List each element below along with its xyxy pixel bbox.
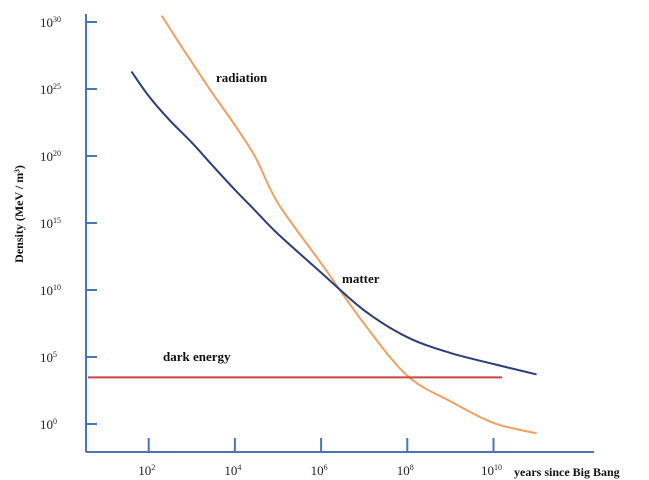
y-tick-label: 1030 — [40, 15, 61, 30]
y-tick-label: 1020 — [40, 149, 61, 164]
y-tick-label: 1025 — [40, 82, 61, 97]
series-layer — [88, 15, 537, 435]
y-tick-label: 105 — [40, 350, 57, 365]
series-radiation-line — [160, 15, 537, 435]
annotation-dark-energy: dark energy — [163, 349, 231, 364]
y-tick-label: 1015 — [40, 216, 61, 231]
y-tick-label: 100 — [40, 417, 57, 432]
x-tick-label: 102 — [138, 463, 155, 478]
x-axis-title: years since Big Bang — [514, 465, 620, 479]
annotation-radiation: radiation — [216, 70, 268, 85]
x-tick-label: 106 — [311, 463, 328, 478]
annotation-matter: matter — [342, 271, 380, 286]
y-ticks: 100 105 1010 1015 1020 1025 1030 — [40, 15, 97, 432]
y-axis-title: Density (MeV / m³) — [12, 165, 26, 263]
series-matter-line — [130, 70, 537, 376]
x-ticks: 102 104 106 108 1010 — [138, 438, 502, 478]
y-tick-label: 1010 — [40, 283, 61, 298]
x-tick-label: 108 — [397, 463, 414, 478]
x-tick-label: 104 — [224, 463, 241, 478]
x-tick-label: 1010 — [481, 463, 502, 478]
